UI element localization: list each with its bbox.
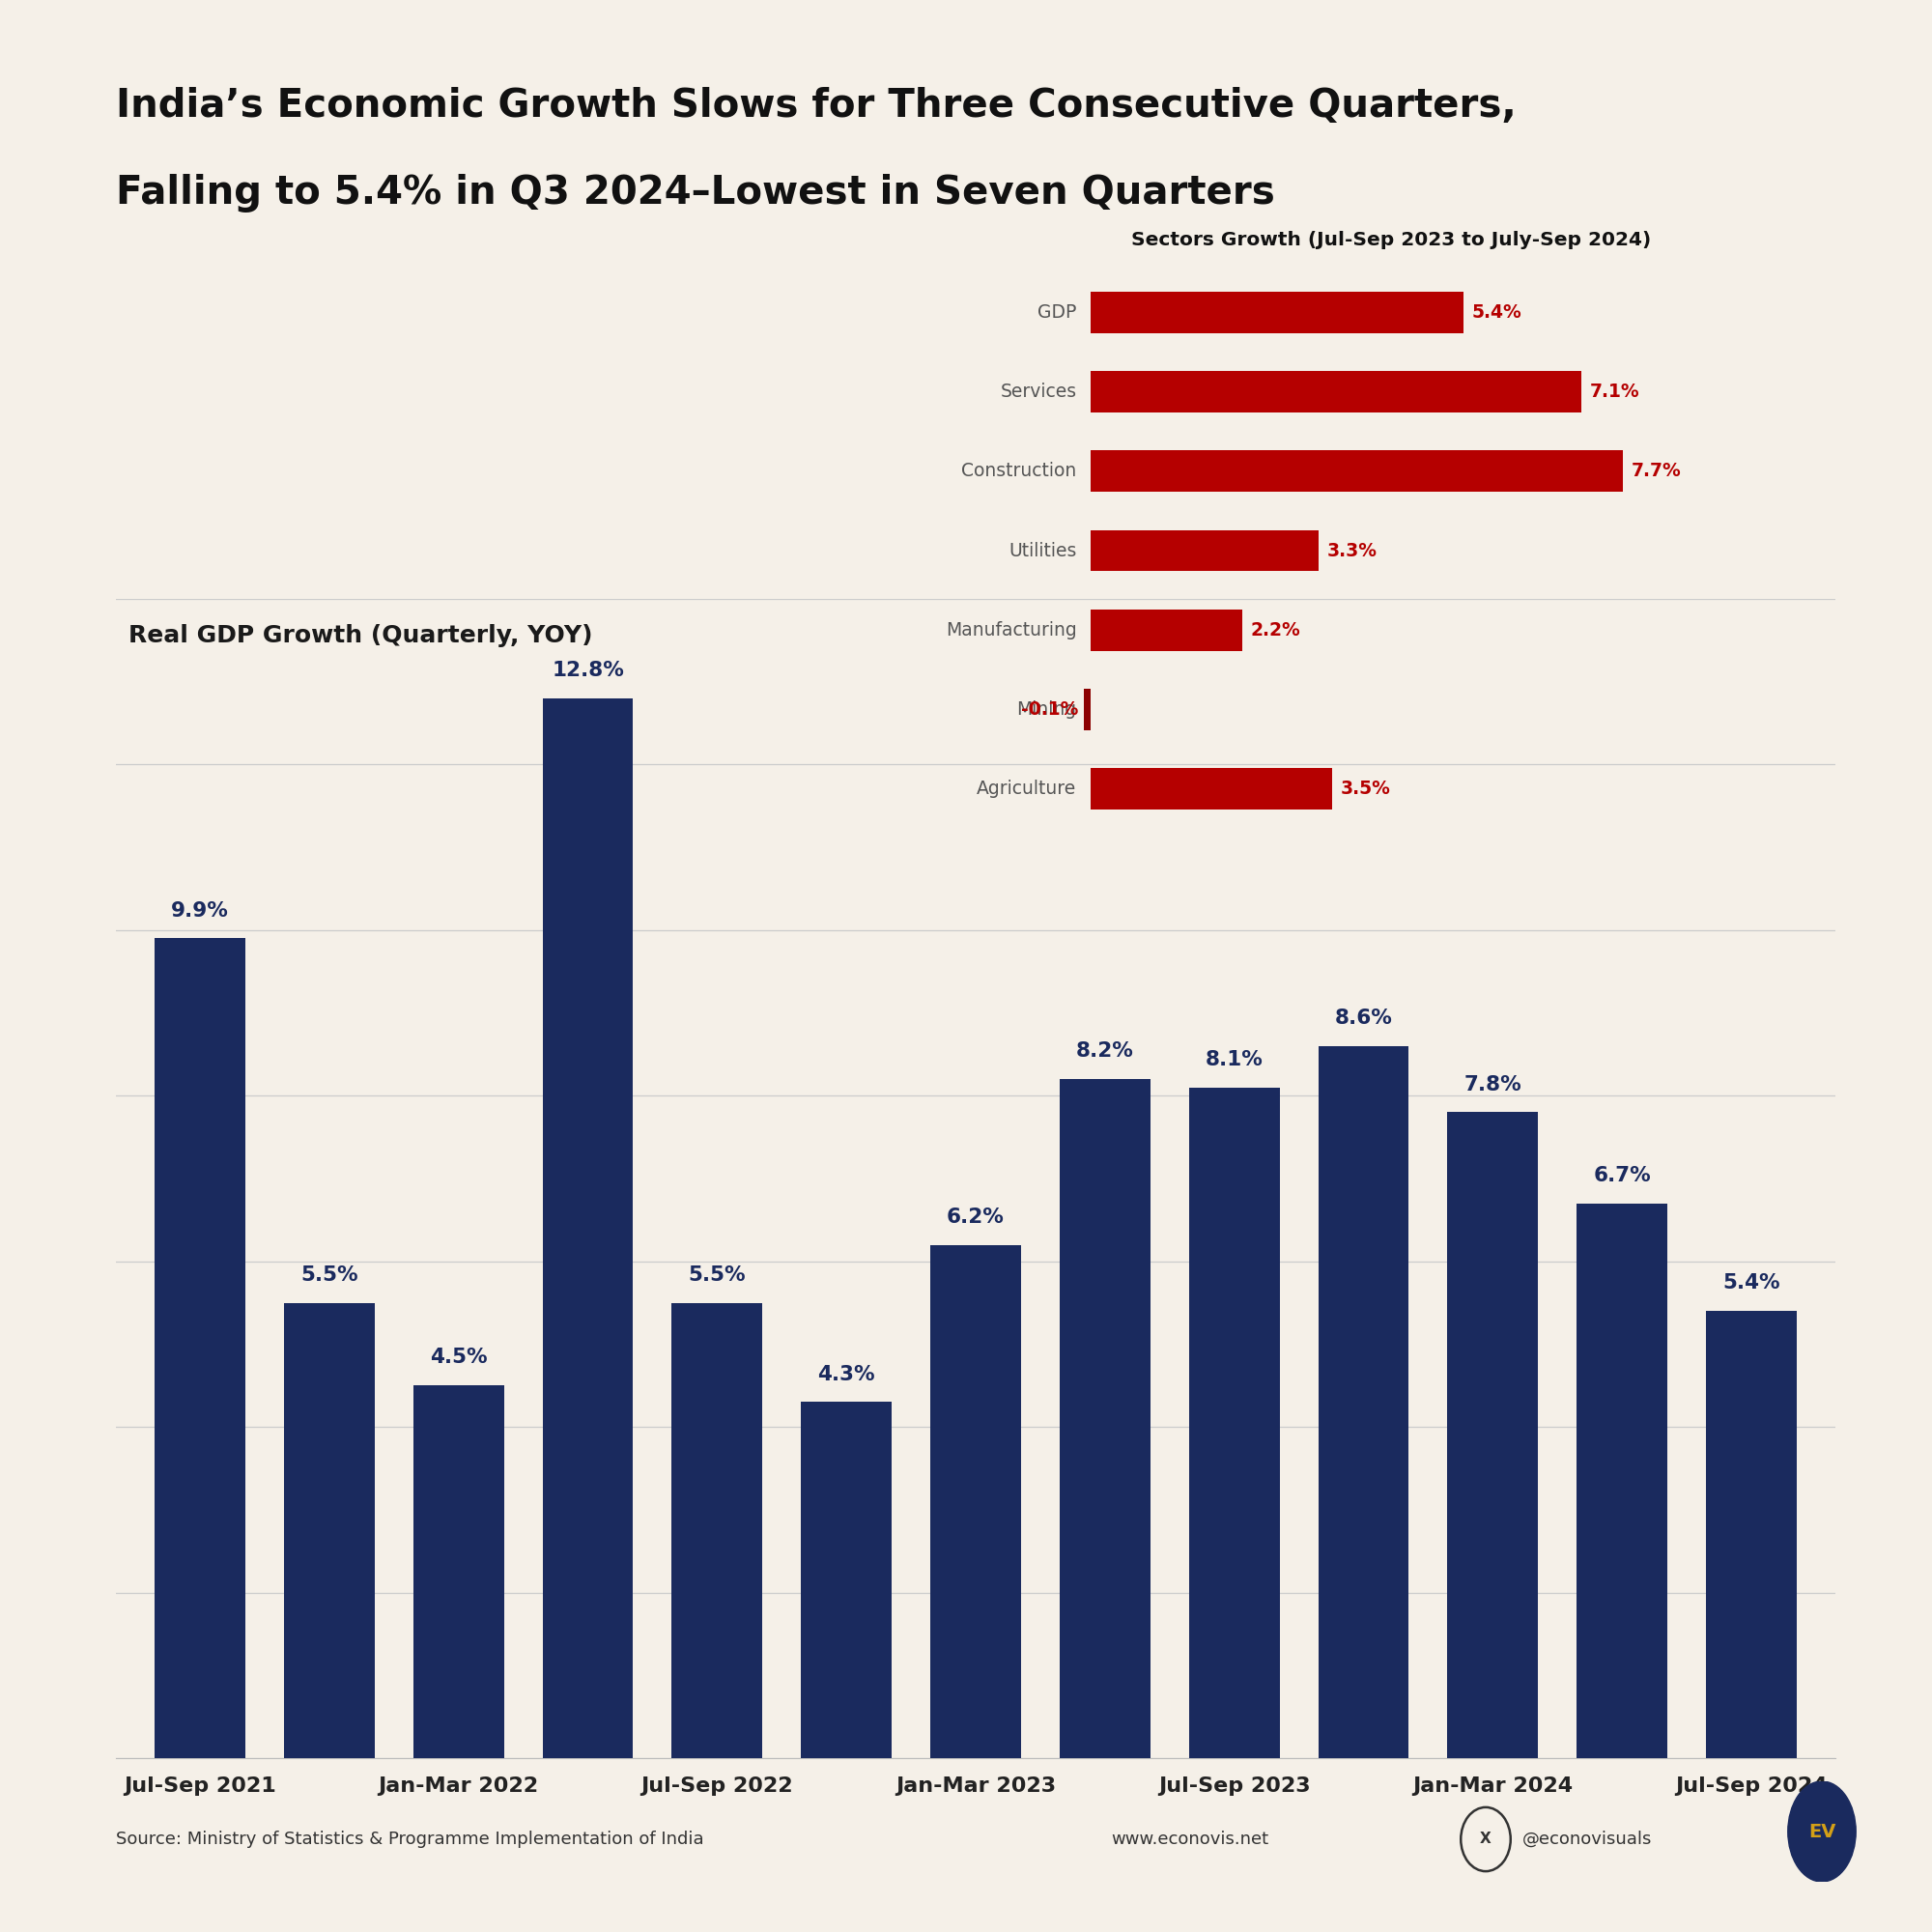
Text: 8.6%: 8.6% xyxy=(1335,1009,1393,1028)
Bar xyxy=(1577,1204,1667,1758)
Bar xyxy=(802,1403,893,1758)
Text: 5.5%: 5.5% xyxy=(688,1265,746,1285)
Text: 4.3%: 4.3% xyxy=(817,1364,875,1383)
Text: 3.3%: 3.3% xyxy=(1327,541,1378,560)
Bar xyxy=(284,1302,375,1758)
Text: www.econovis.net: www.econovis.net xyxy=(1111,1832,1269,1847)
Text: Construction: Construction xyxy=(962,462,1076,481)
Bar xyxy=(1447,1113,1538,1758)
Bar xyxy=(1090,769,1333,810)
Ellipse shape xyxy=(1787,1781,1857,1882)
Text: Manufacturing: Manufacturing xyxy=(945,620,1076,639)
Text: 5.5%: 5.5% xyxy=(301,1265,357,1285)
Text: 7.7%: 7.7% xyxy=(1631,462,1681,481)
Text: 4.5%: 4.5% xyxy=(429,1349,487,1368)
Text: Falling to 5.4% in Q3 2024–Lowest in Seven Quarters: Falling to 5.4% in Q3 2024–Lowest in Sev… xyxy=(116,174,1275,213)
Text: -0.1%: -0.1% xyxy=(1020,699,1078,719)
Text: 5.4%: 5.4% xyxy=(1472,303,1522,321)
Bar xyxy=(1090,292,1464,332)
Bar xyxy=(1090,450,1623,493)
Text: @econovisuals: @econovisuals xyxy=(1522,1832,1652,1847)
Text: 6.2%: 6.2% xyxy=(947,1208,1005,1227)
Bar xyxy=(1090,609,1242,651)
Text: 9.9%: 9.9% xyxy=(172,900,228,920)
Text: Source: Ministry of Statistics & Programme Implementation of India: Source: Ministry of Statistics & Program… xyxy=(116,1832,703,1847)
Text: 7.1%: 7.1% xyxy=(1590,383,1638,402)
Text: GDP: GDP xyxy=(1037,303,1076,321)
Text: 12.8%: 12.8% xyxy=(553,661,624,680)
Text: 8.2%: 8.2% xyxy=(1076,1041,1134,1061)
Bar xyxy=(1318,1045,1408,1758)
Text: Real GDP Growth (Quarterly, YOY): Real GDP Growth (Quarterly, YOY) xyxy=(129,624,593,647)
Bar xyxy=(672,1302,763,1758)
Text: 6.7%: 6.7% xyxy=(1594,1165,1650,1184)
Bar xyxy=(1188,1088,1279,1758)
Bar xyxy=(1059,1080,1150,1758)
Text: X: X xyxy=(1480,1832,1492,1847)
Text: India’s Economic Growth Slows for Three Consecutive Quarters,: India’s Economic Growth Slows for Three … xyxy=(116,87,1517,126)
Text: Agriculture: Agriculture xyxy=(978,781,1076,798)
Bar xyxy=(1090,371,1580,412)
Text: Utilities: Utilities xyxy=(1009,541,1076,560)
Bar xyxy=(1090,529,1318,572)
Bar xyxy=(1706,1312,1797,1758)
Text: EV: EV xyxy=(1808,1822,1835,1841)
Text: 8.1%: 8.1% xyxy=(1206,1049,1264,1068)
Text: Sectors Growth (Jul-Sep 2023 to July-Sep 2024): Sectors Growth (Jul-Sep 2023 to July-Sep… xyxy=(1130,230,1652,249)
Bar xyxy=(413,1385,504,1758)
Text: 5.4%: 5.4% xyxy=(1723,1273,1779,1293)
Text: 7.8%: 7.8% xyxy=(1464,1074,1522,1094)
Bar xyxy=(543,697,634,1758)
Text: Services: Services xyxy=(1001,383,1076,402)
Text: Mining: Mining xyxy=(1016,699,1076,719)
Bar xyxy=(155,939,245,1758)
Text: 3.5%: 3.5% xyxy=(1341,781,1391,798)
Text: 2.2%: 2.2% xyxy=(1250,620,1300,639)
Bar xyxy=(1084,690,1090,730)
Bar xyxy=(931,1244,1020,1758)
